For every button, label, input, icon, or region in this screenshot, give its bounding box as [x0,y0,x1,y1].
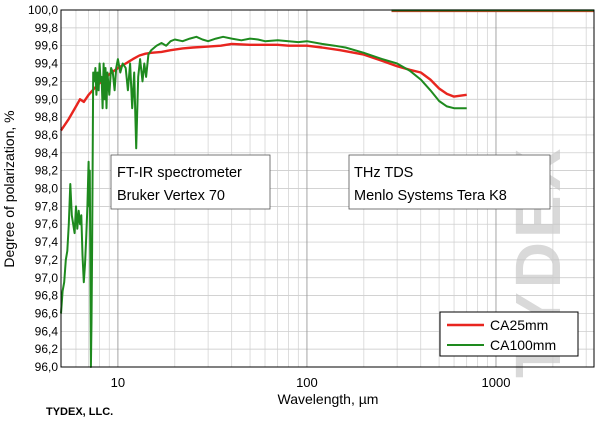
y-tick-label: 100,0 [28,3,58,17]
x-tick-label: 1000 [482,375,511,390]
series-line-ca100mm [60,35,467,368]
y-tick-label: 98,4 [35,146,59,160]
annotation-ftir-line2: Bruker Vertex 70 [117,188,225,204]
y-tick-label: 97,6 [35,217,59,231]
x-axis-title: Wavelength, µm [278,391,379,407]
y-tick-label: 97,0 [35,271,59,285]
annotation-thz-box [348,154,551,210]
y-tick-label: 97,4 [35,235,59,249]
annotation-ftir: FT-IR spectrometer Bruker Vertex 70 [110,154,271,210]
y-tick-label: 96,8 [35,289,59,303]
y-tick-label: 99,6 [35,39,59,53]
series-line-ca25mm [60,42,467,132]
x-tick-labels: 10 100 1000 [111,375,511,390]
annotation-thz-line1: THz TDS [354,165,413,181]
annotation-ftir-box [110,154,271,210]
y-tick-label: 96,2 [35,342,59,356]
legend-label-ca100mm: CA100mm [490,337,556,353]
y-tick-label: 99,2 [35,74,59,88]
y-tick-label: 99,0 [35,92,59,106]
y-tick-label: 98,0 [35,182,59,196]
plot-frame [60,9,595,368]
y-tick-label: 97,2 [35,253,59,267]
y-tick-label: 98,6 [35,128,59,142]
y-tick-label: 98,2 [35,164,59,178]
x-tick-label: 10 [111,375,125,390]
y-tick-label: 96,6 [35,306,59,320]
y-tick-label: 99,4 [35,57,59,71]
legend-box [439,311,579,357]
legend: CA25mm CA100mm [439,311,579,357]
y-tick-label: 96,4 [35,324,59,338]
x-tick-label: 100 [296,375,318,390]
annotation-ftir-line1: FT-IR spectrometer [117,165,242,181]
y-axis-title: Degree of polarization, % [1,110,17,267]
footer-company: TYDEX, LLC. [46,406,113,418]
legend-label-ca25mm: CA25mm [490,317,548,333]
y-tick-label: 99,8 [35,21,59,35]
y-tick-labels: 96,0 96,2 96,4 96,6 96,8 97,0 97,2 97,4 97,6 97,8… [28,3,58,374]
annotation-thz-line2: Menlo Systems Tera K8 [354,188,507,204]
y-tick-label: 98,8 [35,110,59,124]
y-tick-label: 96,0 [35,360,59,374]
y-tick-label: 97,8 [35,199,59,213]
annotation-thz: THz TDS Menlo Systems Tera K8 [348,154,551,210]
